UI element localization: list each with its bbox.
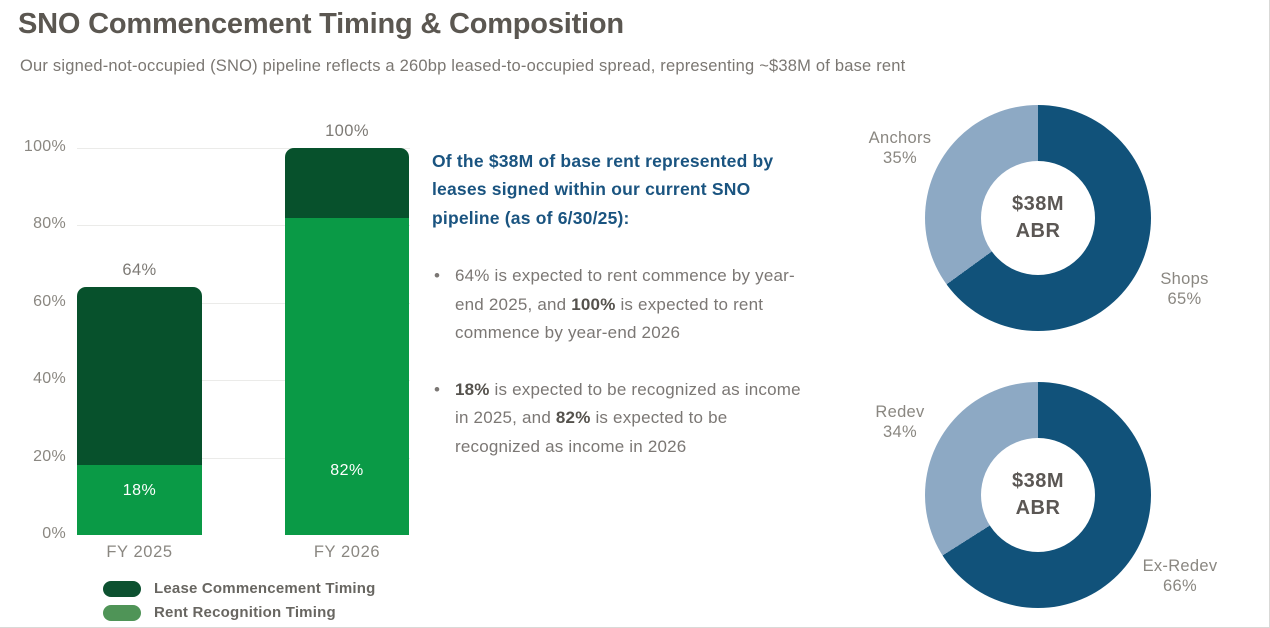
slice-percent: 65% [1167, 290, 1202, 309]
gridline [77, 380, 410, 381]
legend-item-rent-recognition: Rent Recognition Timing [103, 604, 375, 621]
donut-center-line2: ABR [1015, 220, 1061, 242]
y-axis-tick: 40% [33, 370, 66, 387]
y-axis-tick: 80% [33, 215, 66, 232]
bullet-income-recognition: 18% is expected to be recognized as inco… [432, 376, 808, 462]
bar-segment-label-fy2026: 82% [330, 462, 364, 479]
chart-legend: Lease Commencement Timing Rent Recogniti… [103, 580, 375, 621]
commentary-heading: Of the $38M of base rent represented by … [432, 151, 774, 228]
bar-fy2025: 64% 18% [77, 261, 202, 535]
donut-ring-redev-exredev [925, 382, 1151, 608]
bullet-text: 64% is expected to rent commence by year… [455, 266, 795, 314]
bar-segment-lease-commencement-fy2025 [77, 287, 202, 466]
legend-label-rent-recognition: Rent Recognition Timing [154, 604, 336, 621]
page-title: SNO Commencement Timing & Composition [18, 8, 624, 40]
legend-label-lease-commencement: Lease Commencement Timing [154, 580, 376, 597]
donut-center-label: $38M ABR [925, 105, 1151, 331]
slice-name: Redev [875, 403, 925, 421]
slice-percent: 35% [883, 149, 917, 168]
bar-segment-rent-recognition-fy2025: 18% [77, 465, 202, 535]
y-axis-tick: 0% [42, 525, 66, 542]
bar-fy2026: 100% 82% [285, 122, 409, 535]
commentary-bullets: 64% is expected to rent commence by year… [432, 262, 808, 461]
y-axis-tick: 100% [23, 138, 66, 155]
slice-label-shops: Shops 65% [1122, 269, 1247, 309]
bullet-bold: 18% [455, 379, 490, 399]
donut-ring-shops-anchors [925, 105, 1151, 331]
donut-center-line1: $38M [1011, 193, 1065, 215]
bullet-bold: 82% [555, 408, 591, 428]
slice-label-redev: Redev 34% [840, 402, 960, 442]
donut-shops-anchors: $38M ABR [925, 105, 1151, 331]
legend-swatch-rent-recognition [103, 604, 141, 621]
slice-label-exredev: Ex-Redev 66% [1115, 556, 1245, 596]
bar-segment-rent-recognition-fy2026: 82% [285, 217, 409, 535]
donut-center-label: $38M ABR [925, 382, 1151, 608]
donut-center-line1: $38M [1011, 470, 1065, 492]
legend-item-lease-commencement: Lease Commencement Timing [103, 580, 375, 597]
page-subtitle: Our signed-not-occupied (SNO) pipeline r… [20, 57, 906, 75]
x-axis-label-fy2026: FY 2026 [313, 543, 381, 561]
gridline [77, 303, 410, 304]
sno-timing-bar-chart: 64% 18% 100% 82% FY 2025 FY 2026 Lease C… [0, 95, 430, 627]
x-axis-label-fy2025: FY 2025 [106, 543, 173, 561]
bullet-text: is expected to be recognized as income i… [455, 408, 728, 456]
donut-center-line2: ABR [1015, 497, 1061, 519]
bar-segment-label-fy2025: 18% [122, 482, 157, 499]
y-axis-tick: 20% [33, 448, 66, 465]
bullet-text: is expected to be recognized as income i… [455, 379, 801, 428]
slice-label-anchors: Anchors 35% [840, 128, 960, 168]
slice-percent: 34% [883, 423, 917, 442]
slice-name: Ex-Redev [1142, 557, 1218, 575]
bar-total-label-fy2025: 64% [122, 261, 157, 280]
gridline [77, 458, 410, 459]
slice-percent: 66% [1163, 577, 1197, 596]
donut-redev-exredev: $38M ABR [925, 382, 1151, 608]
bullet-bold: 100% [571, 294, 616, 314]
gridline [77, 225, 410, 226]
slice-name: Anchors [868, 129, 932, 147]
bar-segment-lease-commencement-fy2026 [285, 148, 409, 218]
commentary-panel: Of the $38M of base rent represented by … [432, 147, 808, 489]
gridline [77, 148, 410, 149]
bullet-text: is expected to rent commence by year-end… [455, 294, 764, 343]
bar-total-label-fy2026: 100% [325, 122, 369, 141]
y-axis-tick: 60% [33, 293, 66, 310]
slice-name: Shops [1160, 270, 1209, 288]
legend-swatch-lease-commencement [103, 580, 141, 597]
bullet-rent-commencement: 64% is expected to rent commence by year… [432, 262, 808, 348]
